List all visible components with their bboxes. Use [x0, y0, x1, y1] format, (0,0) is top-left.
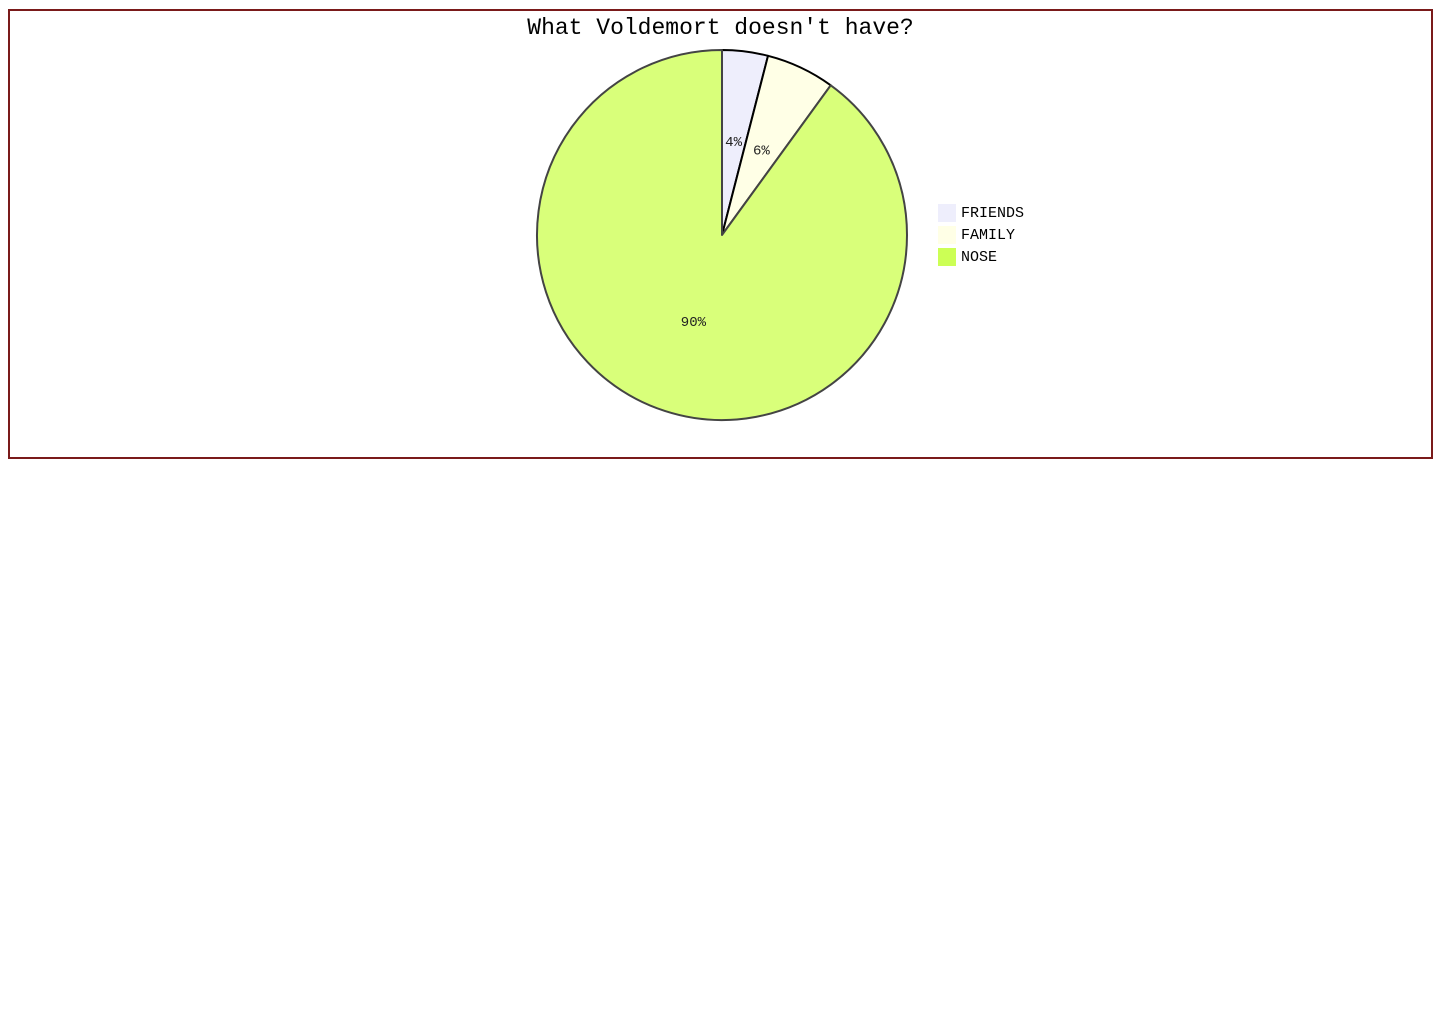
legend-item-nose: NOSE [938, 246, 1024, 268]
legend-item-friends: FRIENDS [938, 202, 1024, 224]
legend-swatch [938, 248, 956, 266]
slice-label-nose: 90% [681, 315, 707, 331]
pie-chart: 4% 6% 90% [536, 49, 908, 421]
chart-title: What Voldemort doesn't have? [527, 15, 914, 41]
legend-item-family: FAMILY [938, 224, 1024, 246]
legend: FRIENDS FAMILY NOSE [938, 202, 1024, 268]
chart-frame: What Voldemort doesn't have? 4% 6% 90% FRI… [8, 9, 1433, 459]
slice-label-family: 6% [753, 143, 770, 159]
legend-label: FAMILY [961, 226, 1016, 244]
legend-swatch [938, 204, 956, 222]
legend-label: FRIENDS [961, 204, 1025, 222]
slice-label-friends: 4% [725, 135, 742, 151]
legend-label: NOSE [961, 248, 998, 266]
pie-slice-nose [536, 49, 908, 421]
legend-swatch [938, 226, 956, 244]
